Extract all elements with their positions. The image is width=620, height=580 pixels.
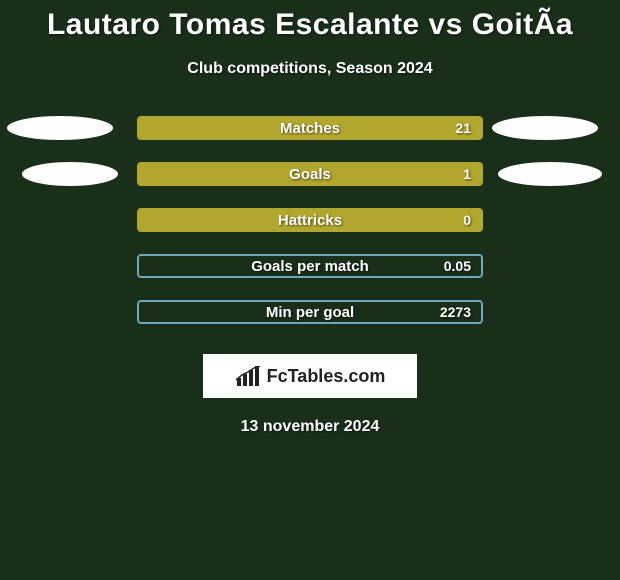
stat-row: Min per goal2273 [0, 300, 620, 324]
footer-date: 13 november 2024 [0, 418, 620, 436]
stat-bar: Matches21 [137, 116, 483, 140]
stat-label: Hattricks [139, 210, 481, 230]
logo-badge: FcTables.com [203, 354, 417, 398]
stat-label: Min per goal [139, 302, 481, 322]
stat-value: 21 [455, 118, 471, 138]
stat-value: 0 [463, 210, 471, 230]
stat-bar: Goals1 [137, 162, 483, 186]
stat-label: Goals per match [139, 256, 481, 276]
stat-row: Matches21 [0, 116, 620, 140]
page-subtitle: Club competitions, Season 2024 [0, 60, 620, 78]
stat-value: 1 [463, 164, 471, 184]
chart-icon [235, 366, 261, 386]
stat-row: Goals1 [0, 162, 620, 186]
player1-value-ellipse [22, 162, 118, 186]
stat-bar: Goals per match0.05 [137, 254, 483, 278]
stat-label: Goals [139, 164, 481, 184]
stat-row: Hattricks0 [0, 208, 620, 232]
logo-text: FcTables.com [267, 366, 386, 387]
page-title: Lautaro Tomas Escalante vs GoitÃa [0, 8, 620, 42]
stat-bar: Hattricks0 [137, 208, 483, 232]
stat-row: Goals per match0.05 [0, 254, 620, 278]
comparison-card: Lautaro Tomas Escalante vs GoitÃa Club c… [0, 0, 620, 436]
player2-value-ellipse [492, 116, 598, 140]
player2-value-ellipse [498, 162, 602, 186]
stats-rows: Matches21 Goals1 Hattricks0 Goals per match… [0, 116, 620, 324]
stat-label: Matches [139, 118, 481, 138]
stat-bar: Min per goal2273 [137, 300, 483, 324]
stat-value: 0.05 [444, 256, 471, 276]
player1-value-ellipse [7, 116, 113, 140]
stat-value: 2273 [440, 302, 471, 322]
